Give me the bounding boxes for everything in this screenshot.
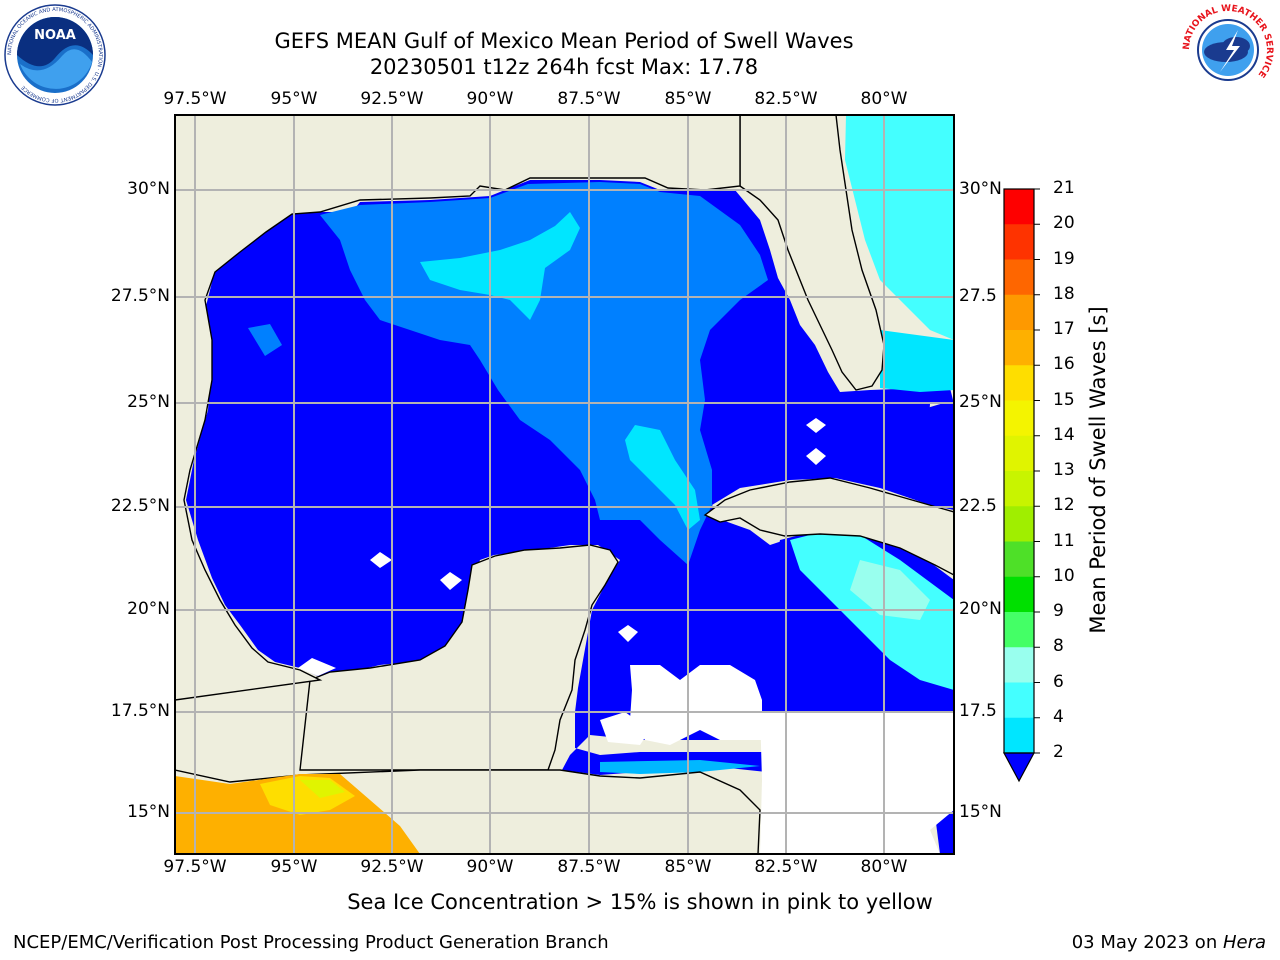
map-gridlines (175, 115, 954, 854)
atlantic-swell-6-8s (845, 115, 954, 340)
chart-title: GEFS MEAN Gulf of Mexico Mean Period of … (274, 29, 854, 53)
lon-label-top: 92.5°W (360, 89, 424, 109)
lon-label-bottom: 90°W (466, 857, 514, 877)
colorbar-segment (1004, 330, 1034, 366)
lon-label-top: 80°W (860, 89, 908, 109)
lon-label-bottom: 85°W (664, 857, 712, 877)
footer-date-text: 03 May 2023 on (1071, 932, 1223, 953)
gulf-swell-6-8s (420, 212, 580, 320)
colorbar-tick-label: 9 (1053, 601, 1064, 621)
lat-label-right: 15°N (959, 802, 1002, 822)
colorbar-tick-label: 17 (1053, 319, 1075, 339)
lat-label-right: 22.5 (959, 496, 997, 516)
colorbar-label: Mean Period of Swell Waves [s] (1086, 306, 1110, 634)
gulf-swell-2-4s (186, 180, 954, 775)
ice-note: Sea Ice Concentration > 15% is shown in … (347, 890, 933, 914)
colorbar-tick-label: 10 (1053, 565, 1075, 586)
colorbar-segment (1004, 541, 1034, 578)
no-data-cells (298, 418, 954, 854)
lon-label-top: 90°W (466, 89, 514, 109)
colorbar-segment (1004, 471, 1034, 507)
colorbar-tick-label: 8 (1053, 636, 1064, 657)
gulf-swell-4-6s-patch (248, 324, 282, 356)
atlantic-swell-6-8s-2 (880, 330, 954, 392)
lat-label-right: 25°N (959, 392, 1002, 412)
colorbar-segment (1004, 612, 1034, 648)
colorbar-segment (1004, 224, 1034, 261)
colorbar-tick-label: 21 (1053, 178, 1075, 198)
florida-land (739, 115, 885, 391)
lon-label-bottom: 97.5°W (163, 857, 227, 877)
us-gulf-coast-land (175, 115, 741, 701)
colorbar-tick-label: 4 (1053, 706, 1064, 727)
footer-date: 03 May 2023 on Hera (1072, 932, 1266, 953)
lon-label-bottom: 87.5°W (557, 857, 621, 877)
colorbar-tick-label: 19 (1053, 248, 1075, 269)
colorbar-tick-label: 14 (1053, 424, 1075, 445)
lat-label-right: 20°N (959, 599, 1002, 619)
colorbar-segment (1004, 365, 1034, 402)
lon-label-top: 95°W (270, 89, 318, 109)
lon-label-bottom: 82.5°W (754, 857, 818, 877)
footer-machine: Hera (1222, 932, 1266, 953)
lat-label-left: 15°N (127, 802, 170, 822)
lat-label-right: 30°N (959, 179, 1002, 199)
lon-label-bottom: 80°W (860, 857, 908, 877)
colorbar-segment (1004, 294, 1034, 331)
colorbar-extend-arrow (1002, 752, 1036, 783)
lat-label-right: 27.5 (959, 286, 997, 306)
colorbar-tick-label: 20 (1053, 213, 1075, 234)
colorbar-tick-label: 18 (1053, 283, 1075, 304)
colorbar-tick-label: 12 (1053, 495, 1075, 516)
colorbar-tick-label: 16 (1053, 354, 1075, 375)
lat-label-right: 17.5 (959, 701, 997, 721)
colorbar-segment (1004, 400, 1034, 437)
lon-label-top: 82.5°W (754, 89, 818, 109)
lat-label-left: 27.5°N (110, 286, 170, 306)
colorbar-segment (1004, 576, 1034, 613)
colorbar-segment (1004, 647, 1034, 684)
lon-label-top: 87.5°W (557, 89, 621, 109)
noaa-logo: NOAA NATIONAL OCEANIC AND ATMOSPHERIC AD… (4, 4, 106, 106)
lat-label-left: 30°N (127, 179, 170, 199)
colorbar (1002, 188, 1040, 783)
lat-label-left: 22.5°N (110, 496, 170, 516)
gulf-swell-6-8s-patch (625, 425, 700, 530)
colorbar-tick-label: 13 (1053, 460, 1075, 480)
lon-label-top: 85°W (664, 89, 712, 109)
lat-label-left: 25°N (127, 392, 170, 412)
colorbar-segment (1004, 682, 1034, 719)
colorbar-tick-label: 15 (1053, 389, 1075, 410)
footer-credit: NCEP/EMC/Verification Post Processing Pr… (13, 932, 609, 953)
map-frame (174, 114, 955, 855)
lat-label-left: 17.5°N (110, 701, 170, 721)
colorbar-tick-label: 11 (1053, 530, 1075, 551)
yucatan-land (299, 544, 619, 771)
colorbar-segment (1004, 435, 1034, 472)
caribbean-swell-8-9s (850, 560, 930, 620)
lon-label-bottom: 95°W (270, 857, 318, 877)
colorbar-segment (1004, 189, 1034, 225)
noaa-logo-text: NOAA (34, 28, 76, 43)
colorbar-segment (1004, 717, 1034, 754)
colorbar-tick-label: 2 (1053, 742, 1064, 762)
cuba-land (703, 477, 954, 576)
caribbean-swell-4-6s-strip (600, 760, 760, 774)
chart-subtitle: 20230501 t12z 264h fcst Max: 17.78 (369, 55, 759, 79)
ice-concentration-spot (300, 780, 345, 798)
nws-logo: NATIONAL WEATHER SERVICE (1182, 4, 1274, 96)
lon-label-bottom: 92.5°W (360, 857, 424, 877)
colorbar-segment (1004, 506, 1034, 543)
colorbar-tick-label: 6 (1053, 671, 1064, 692)
lon-label-top: 97.5°W (163, 89, 227, 109)
colorbar-segment (1004, 259, 1034, 296)
atlantic-blue-patch (910, 400, 954, 505)
lat-label-left: 20°N (127, 599, 170, 619)
